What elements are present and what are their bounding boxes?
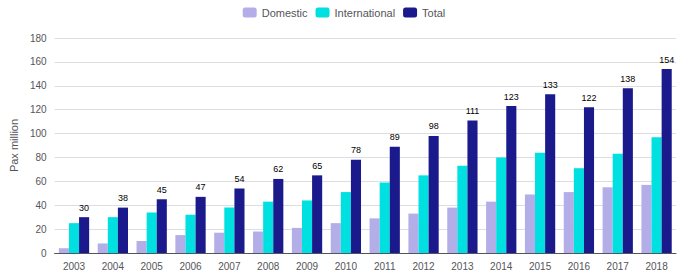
svg-text:2004: 2004: [102, 261, 125, 272]
svg-text:122: 122: [581, 93, 596, 103]
svg-text:180: 180: [30, 33, 47, 44]
svg-text:45: 45: [157, 185, 167, 195]
svg-text:40: 40: [35, 200, 47, 211]
svg-text:138: 138: [620, 74, 635, 84]
svg-text:International: International: [335, 7, 396, 19]
svg-text:89: 89: [390, 132, 400, 142]
svg-text:62: 62: [273, 164, 283, 174]
svg-text:2017: 2017: [607, 261, 630, 272]
svg-text:2013: 2013: [451, 261, 474, 272]
svg-text:2010: 2010: [335, 261, 358, 272]
svg-text:2003: 2003: [63, 261, 86, 272]
svg-text:2015: 2015: [529, 261, 552, 272]
svg-text:65: 65: [312, 161, 322, 171]
svg-text:54: 54: [234, 174, 244, 184]
svg-text:2007: 2007: [218, 261, 241, 272]
svg-text:2006: 2006: [179, 261, 202, 272]
svg-text:2005: 2005: [141, 261, 164, 272]
svg-text:2016: 2016: [568, 261, 591, 272]
svg-text:60: 60: [35, 176, 47, 187]
svg-text:78: 78: [351, 145, 361, 155]
svg-text:160: 160: [30, 56, 47, 67]
svg-text:2008: 2008: [257, 261, 280, 272]
svg-text:133: 133: [543, 80, 558, 90]
svg-text:Pax million: Pax million: [8, 119, 20, 172]
svg-text:154: 154: [659, 55, 674, 65]
svg-text:2009: 2009: [296, 261, 319, 272]
svg-text:120: 120: [30, 104, 47, 115]
svg-text:30: 30: [79, 203, 89, 213]
svg-text:2011: 2011: [374, 261, 396, 272]
svg-text:20: 20: [35, 224, 47, 235]
svg-text:38: 38: [118, 193, 128, 203]
svg-text:Total: Total: [422, 7, 445, 19]
svg-text:98: 98: [429, 121, 439, 131]
svg-text:2014: 2014: [490, 261, 513, 272]
svg-text:0: 0: [41, 248, 47, 259]
svg-text:2018: 2018: [645, 261, 668, 272]
svg-text:Domestic: Domestic: [262, 7, 308, 19]
svg-text:111: 111: [466, 106, 480, 116]
svg-text:100: 100: [30, 128, 47, 139]
svg-text:140: 140: [30, 80, 47, 91]
svg-text:47: 47: [196, 182, 206, 192]
svg-text:2012: 2012: [412, 261, 435, 272]
svg-text:80: 80: [35, 152, 47, 163]
svg-text:123: 123: [504, 92, 519, 102]
